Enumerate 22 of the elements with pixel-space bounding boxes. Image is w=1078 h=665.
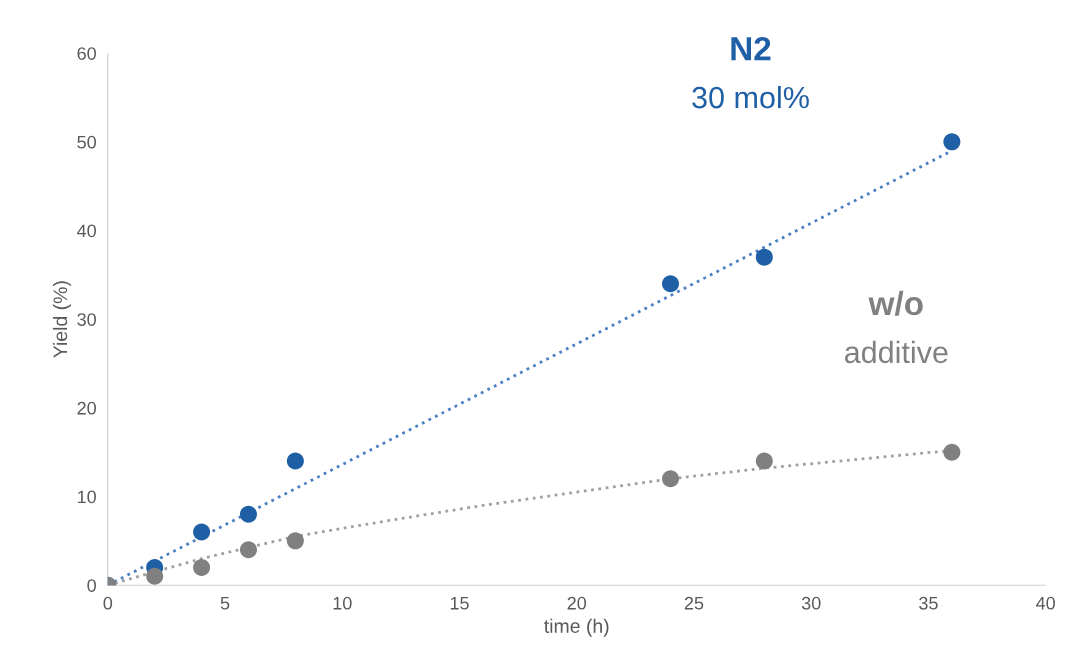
x-tick-label: 35 bbox=[919, 596, 938, 610]
y-tick-label: 20 bbox=[77, 401, 96, 415]
x-axis-title: time (h) bbox=[544, 618, 609, 637]
y-axis-title: Yield (%) bbox=[52, 281, 72, 358]
y-tick-label: 50 bbox=[77, 135, 96, 149]
text: N2 bbox=[731, 36, 771, 61]
y-tick-label: 40 bbox=[77, 224, 96, 238]
annotation: 30 mol% bbox=[692, 85, 809, 109]
x-tick-label: 30 bbox=[801, 596, 821, 610]
annotation: additive bbox=[844, 340, 948, 364]
text: w/o bbox=[868, 290, 923, 316]
x-tick-label: 20 bbox=[567, 596, 587, 610]
x-tick-label: 5 bbox=[220, 596, 230, 610]
y-tick-label: 30 bbox=[77, 313, 96, 326]
x-tick-label: 40 bbox=[1036, 596, 1055, 610]
x-tick-label: 0 bbox=[103, 596, 113, 610]
y-tick-label: 0 bbox=[87, 579, 96, 592]
x-tick-label: 15 bbox=[450, 596, 469, 610]
x-tick-label: 25 bbox=[684, 596, 704, 610]
y-tick-label: 60 bbox=[77, 47, 96, 60]
x-tick-label: 10 bbox=[333, 596, 352, 610]
y-tick-label: 10 bbox=[77, 490, 96, 504]
